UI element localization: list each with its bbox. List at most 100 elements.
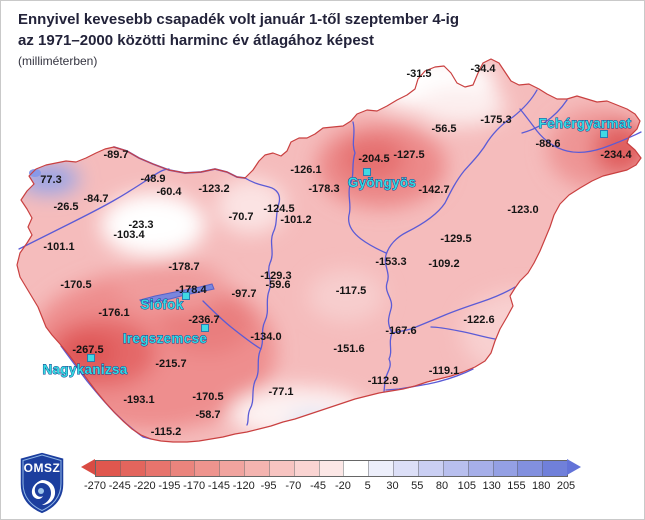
legend-tick: 5	[364, 480, 371, 492]
station-value: -70.7	[228, 211, 253, 223]
station-value: -97.7	[231, 288, 256, 300]
city-markers: Gyöngyös Fehérgyarmat Siófok Iregszemcse Nag…	[42, 116, 632, 378]
station-values: -89.7 77.3 -84.7 -26.5 -48.9-60.4 -123.2 -23.3…	[40, 63, 632, 438]
omsz-logo: OMSZ	[19, 451, 65, 515]
station-value: -84.7	[83, 193, 108, 205]
legend-tick: 205	[556, 480, 576, 492]
station-value: -34.4	[470, 63, 496, 75]
station-value: -31.5	[406, 68, 431, 80]
station-value: -77.1	[268, 386, 293, 398]
map-title-line2: az 1971–2000 közötti harminc év átlagáho…	[18, 32, 374, 49]
station-value: -175.3	[480, 114, 511, 126]
station-value: -127.5	[393, 149, 424, 161]
map-title-line1: Ennyivel kevesebb csapadék volt január 1…	[18, 11, 459, 28]
legend-tick: 130	[482, 480, 501, 492]
station-value: -123.0	[507, 204, 538, 216]
logo-wave-dot	[38, 488, 44, 494]
city-label: Siófok	[140, 297, 183, 312]
legend-segment	[293, 461, 319, 476]
river-szamos	[519, 108, 642, 154]
station-value: -167.6	[385, 325, 416, 337]
station-value: -153.3	[375, 256, 406, 268]
station-value: -215.7	[155, 358, 186, 370]
station-value: -88.6	[535, 138, 560, 150]
legend-tick: -45	[310, 480, 327, 492]
station-value: -124.5	[263, 203, 294, 215]
legend-tick: -20	[334, 480, 351, 492]
station-value: -89.7	[103, 149, 128, 161]
station-value: -101.1	[43, 241, 74, 253]
lake-ferto	[29, 169, 41, 177]
station-value: 77.3	[40, 174, 61, 186]
legend-segment	[492, 461, 518, 476]
legend-tick: -70	[285, 480, 302, 492]
station-value: -151.6	[333, 343, 364, 355]
legend-segment	[318, 461, 344, 476]
legend-arrow-left	[81, 459, 95, 475]
station-value: -236.7	[188, 314, 219, 326]
station-value: -101.2	[280, 214, 311, 226]
legend-segment	[542, 461, 568, 476]
legend-segment	[119, 461, 145, 476]
station-value: -48.9	[140, 173, 165, 185]
river-koros	[391, 286, 516, 334]
station-value: -176.1	[98, 307, 129, 319]
station-value: -178.7	[168, 261, 199, 273]
legend-segment	[144, 461, 170, 476]
legend-segment	[467, 461, 493, 476]
river-raba	[18, 168, 170, 250]
legend-tick: 30	[386, 480, 399, 492]
legend-segment	[343, 461, 369, 476]
legend-tick: -95	[260, 480, 277, 492]
legend-tick: -220	[133, 480, 156, 492]
city-label: Gyöngyös	[348, 175, 416, 190]
station-value: -117.5	[336, 285, 367, 297]
legend-tick: 155	[507, 480, 526, 492]
legend-tick: -120	[232, 480, 255, 492]
legend-tick: -170	[183, 480, 206, 492]
station-value: -170.5	[60, 279, 91, 291]
river-tisza	[383, 89, 538, 393]
station-value: -170.5	[192, 391, 223, 403]
legend-segment	[368, 461, 394, 476]
legend-bar	[95, 460, 568, 477]
city-label: Iregszemcse	[123, 331, 208, 346]
legend-segment	[219, 461, 245, 476]
river-sio	[202, 300, 262, 350]
city-dot	[87, 354, 95, 362]
station-value: -129.5	[440, 233, 471, 245]
station-value: -267.5	[72, 344, 103, 356]
logo-shield-inner-border	[22, 454, 62, 512]
legend-labels: -270 -245 -220 -195 -170 -145 -120 -95 -70 -45 -20…	[84, 480, 575, 494]
legend-tick: -145	[207, 480, 230, 492]
river-bodrog	[521, 99, 568, 134]
station-value: -23.3	[128, 219, 153, 231]
legend-segment	[244, 461, 269, 476]
station-value: -204.5	[358, 153, 389, 165]
river-zagyva	[347, 121, 387, 254]
legend-tick: 105	[457, 480, 477, 492]
legend-segment	[169, 461, 195, 476]
river-danube	[244, 177, 281, 426]
legend-segment	[268, 461, 294, 476]
station-value: -142.7	[418, 184, 449, 196]
country-border	[16, 58, 642, 443]
station-value: -58.7	[195, 409, 220, 421]
legend-segment	[194, 461, 220, 476]
station-value: -178.4	[175, 284, 207, 296]
station-value: -60.4	[156, 186, 182, 198]
station-value: -122.6	[463, 314, 494, 326]
title-block: Ennyivel kevesebb csapadék volt január 1…	[18, 9, 459, 68]
legend-tick: 180	[532, 480, 551, 492]
station-value: -129.3	[260, 270, 291, 282]
city-dot	[182, 292, 190, 300]
river-koros-branch	[430, 326, 496, 340]
station-value: -109.2	[428, 258, 459, 270]
city-dot	[363, 168, 371, 176]
station-value: -59.6	[265, 279, 290, 291]
station-value: -112.9	[368, 375, 399, 387]
legend-arrow-right	[567, 459, 581, 475]
lake-balaton	[139, 283, 215, 305]
legend-segment	[393, 461, 418, 476]
